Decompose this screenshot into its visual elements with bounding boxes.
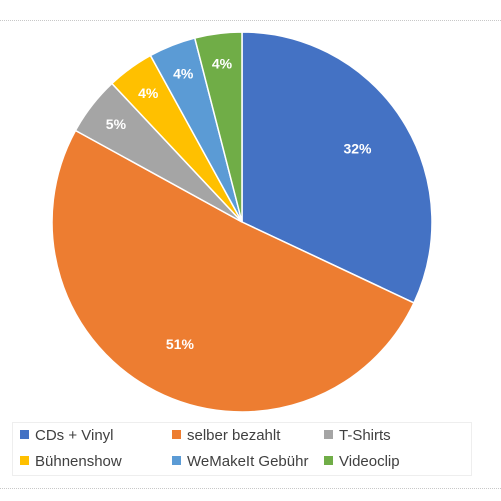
top-divider bbox=[0, 20, 501, 21]
data-label-wemakeit-gebuehr: 4% bbox=[173, 66, 194, 82]
data-label-videoclip: 4% bbox=[212, 56, 233, 72]
legend-label-videoclip: Videoclip bbox=[339, 453, 400, 470]
legend-item-wemakeit-gebuehr: WeMakeIt Gebühr bbox=[172, 452, 308, 472]
data-label-t-shirts: 5% bbox=[106, 116, 127, 132]
legend-item-t-shirts: T-Shirts bbox=[324, 426, 391, 446]
legend-item-cds-vinyl: CDs + Vinyl bbox=[20, 426, 114, 446]
legend-item-selber-bezahlt: selber bezahlt bbox=[172, 426, 280, 446]
legend-swatch-videoclip bbox=[324, 456, 333, 465]
pie-slice-videoclip bbox=[193, 31, 243, 223]
legend-swatch-selber-bezahlt bbox=[172, 430, 181, 439]
pie-slice-selber-bezahlt bbox=[51, 129, 415, 413]
legend-label-selber-bezahlt: selber bezahlt bbox=[187, 427, 281, 444]
legend-swatch-wemakeit-gebuehr bbox=[172, 456, 181, 465]
legend-label-t-shirts: T-Shirts bbox=[339, 427, 391, 444]
legend-item-videoclip: Videoclip bbox=[324, 452, 400, 472]
legend-label-cds-vinyl: CDs + Vinyl bbox=[35, 427, 114, 444]
data-label-selber-bezahlt: 51% bbox=[166, 336, 195, 352]
pie-slice-cds-vinyl bbox=[241, 31, 433, 304]
bottom-divider bbox=[0, 488, 501, 489]
legend-swatch-t-shirts bbox=[324, 430, 333, 439]
legend-label-buehnenshow: Bühnenshow bbox=[35, 453, 122, 470]
data-label-cds-vinyl: 32% bbox=[343, 141, 372, 157]
data-label-buehnenshow: 4% bbox=[138, 85, 159, 101]
legend-swatch-cds-vinyl bbox=[20, 430, 29, 439]
legend-item-buehnenshow: Bühnenshow bbox=[20, 452, 122, 472]
chart-legend: CDs + Vinyl selber bezahlt T-Shirts Bühn… bbox=[12, 422, 472, 476]
legend-label-wemakeit-gebuehr: WeMakeIt Gebühr bbox=[187, 453, 309, 470]
legend-swatch-buehnenshow bbox=[20, 456, 29, 465]
